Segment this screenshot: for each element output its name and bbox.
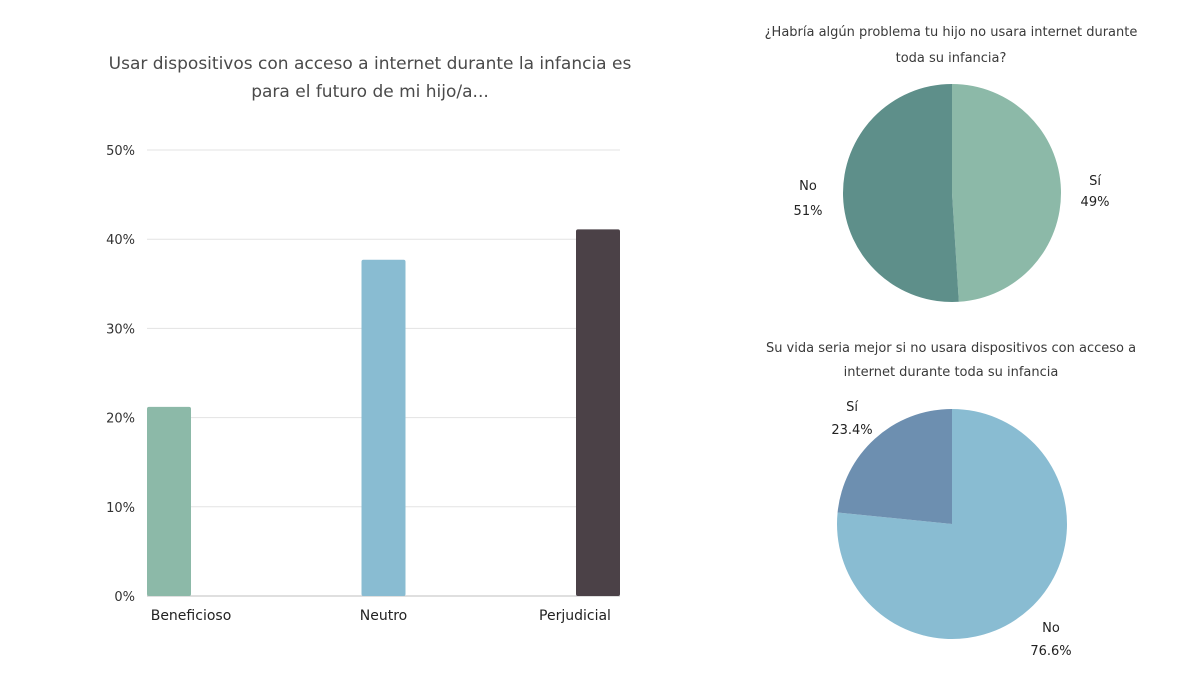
bar-chart-title-line-2: para el futuro de mi hijo/a... — [251, 82, 489, 102]
pie2-label-no: No — [1042, 621, 1060, 636]
pie2-title-line-2: internet durante toda su infancia — [844, 365, 1059, 380]
bar-y-tick-label: 30% — [106, 322, 135, 337]
pie2-pct-no: 76.6% — [1030, 644, 1071, 659]
pie1-label-no: No — [799, 179, 817, 194]
bar-chart-title-line-1: Usar dispositivos con acceso a internet … — [109, 54, 632, 74]
pie2-slice-si — [837, 409, 952, 524]
bar-y-tick-labels: 0% 10% 20% 30% 40% 50% — [106, 144, 135, 605]
bar-category-labels: Beneficioso Neutro Perjudicial — [151, 608, 611, 624]
pie1-slice-no — [842, 84, 959, 302]
pie1-title-line-1: ¿Habría algún problema tu hijo no usara … — [765, 25, 1138, 40]
bar-category-label: Beneficioso — [151, 608, 232, 624]
bar-neutro — [361, 259, 406, 596]
bar-category-label: Perjudicial — [539, 608, 611, 624]
pie2-label-si: Sí — [846, 400, 858, 415]
pie-chart-internet-problem: ¿Habría algún problema tu hijo no usara … — [765, 25, 1138, 302]
bar-y-tick-label: 0% — [114, 590, 135, 605]
pie1-pct-si: 49% — [1081, 195, 1110, 210]
bar-perjudicial — [576, 229, 620, 596]
pie1-title-line-2: toda su infancia? — [896, 51, 1007, 66]
bar-bars — [147, 229, 620, 596]
bar-y-tick-label: 20% — [106, 412, 135, 427]
pie1-slices — [842, 84, 1061, 302]
bar-beneficioso — [147, 406, 191, 596]
bar-chart: Usar dispositivos con acceso a internet … — [106, 54, 631, 624]
bar-category-label: Neutro — [360, 608, 407, 624]
pie1-pct-no: 51% — [794, 204, 823, 219]
pie-chart-life-better: Su vida seria mejor si no usara disposit… — [766, 341, 1136, 659]
pie2-title-line-1: Su vida seria mejor si no usara disposit… — [766, 341, 1136, 356]
pie1-slice-si — [952, 84, 1061, 302]
pie2-pct-si: 23.4% — [831, 423, 872, 438]
pie1-label-si: Sí — [1089, 174, 1101, 189]
bar-y-tick-label: 50% — [106, 144, 135, 159]
bar-y-tick-label: 10% — [106, 501, 135, 516]
pie2-slice-no — [836, 409, 1067, 639]
bar-y-tick-label: 40% — [106, 233, 135, 248]
pie2-slices — [836, 409, 1067, 639]
